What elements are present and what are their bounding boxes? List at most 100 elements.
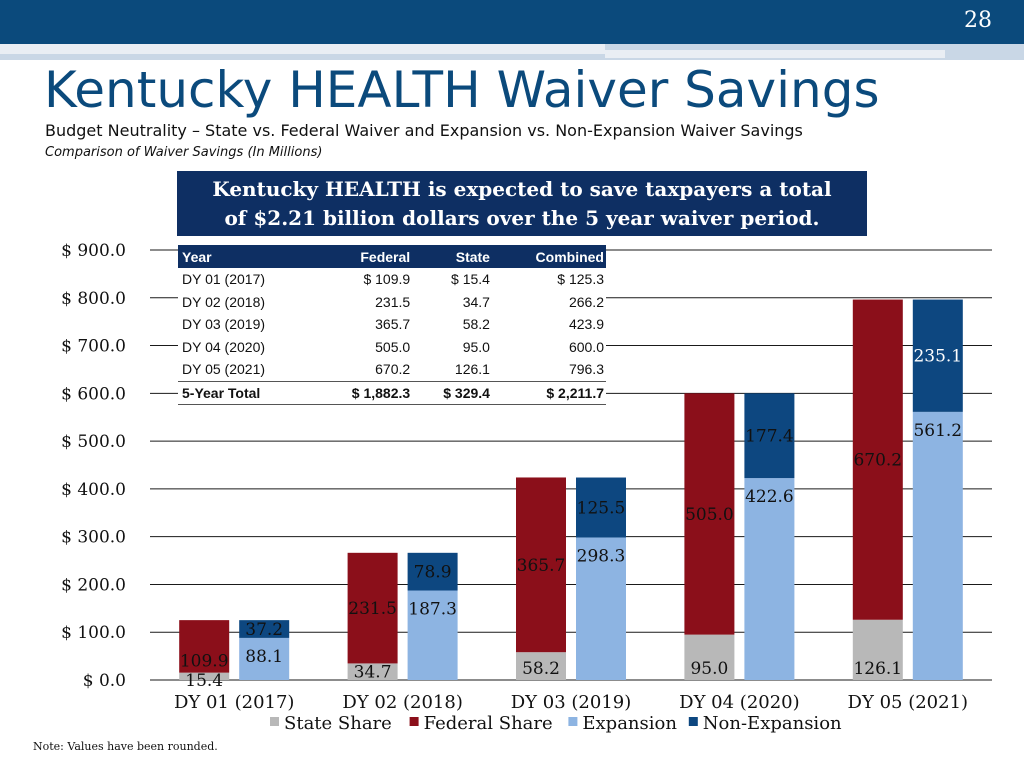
savings-callout: Kentucky HEALTH is expected to save taxp… — [177, 171, 867, 236]
table-cell: 5-Year Total — [178, 380, 314, 405]
bar-non-expansion — [239, 620, 290, 638]
table-cell: 95.0 — [462, 338, 490, 355]
table-cell: $ 15.4 — [451, 271, 490, 288]
data-label-non-expansion: 177.4 — [745, 427, 794, 447]
legend-label: Non-Expansion — [703, 713, 842, 734]
bar-state-share — [347, 663, 398, 680]
bar-federal-share — [347, 552, 398, 664]
table-cell: 505.0 — [375, 338, 411, 355]
table-header-year: Year — [178, 245, 314, 268]
y-tick-label: $ 700.0 — [61, 337, 126, 357]
bar-non-expansion — [744, 393, 795, 479]
x-category-label: DY 04 (2020) — [679, 692, 800, 713]
page-number: 28 — [964, 8, 992, 33]
data-label-non-expansion: 125.5 — [577, 498, 626, 518]
table-cell: DY 05 (2021) — [182, 361, 266, 378]
x-category-label: DY 02 (2018) — [342, 692, 463, 713]
data-label-federal: 505.0 — [685, 505, 734, 525]
y-tick-label: $ 500.0 — [61, 432, 126, 452]
data-label-state: 15.4 — [185, 671, 223, 691]
y-tick-label: $ 400.0 — [61, 480, 126, 500]
data-label-expansion: 298.3 — [577, 546, 626, 566]
table-total-row: 5-Year Total $ 1,882.3 $ 329.4 $ 2,211.7 — [178, 380, 606, 405]
y-tick-label: $ 200.0 — [61, 575, 126, 595]
data-label-non-expansion: 78.9 — [414, 563, 452, 583]
bar-state-share — [516, 652, 566, 680]
bar-state-share — [684, 634, 735, 680]
callout-line-2: of $2.21 billion dollars over the 5 year… — [224, 206, 820, 230]
data-label-expansion: 422.6 — [745, 487, 794, 507]
bar-federal-share — [516, 477, 566, 653]
table-cell: DY 03 (2019) — [182, 316, 266, 333]
y-tick-label: $ 900.0 — [61, 241, 126, 261]
y-tick-label: $ 0.0 — [83, 671, 126, 691]
legend-label: Federal Share — [424, 713, 553, 734]
bar-expansion — [912, 411, 963, 680]
data-label-expansion: 88.1 — [245, 647, 283, 667]
x-category-label: DY 05 (2021) — [848, 692, 969, 713]
y-tick-label: $ 300.0 — [61, 528, 126, 548]
table-cell: DY 01 (2017) — [182, 271, 266, 288]
bar-expansion — [576, 537, 626, 680]
bar-non-expansion — [912, 299, 963, 412]
table-row: DY 05 (2021) 670.2 126.1 796.3 — [178, 358, 606, 381]
table-cell: 796.3 — [568, 361, 604, 378]
legend-label: Expansion — [582, 713, 677, 734]
table-row: DY 01 (2017) $ 109.9 $ 15.4 $ 125.3 — [178, 268, 606, 291]
bar-expansion — [744, 478, 795, 680]
legend-swatch — [688, 717, 698, 726]
savings-table: Year Federal State Combined DY 01 (2017)… — [178, 245, 606, 405]
table-cell: 423.9 — [568, 316, 604, 333]
data-label-state: 34.7 — [354, 662, 392, 682]
bar-state-share — [852, 619, 903, 680]
data-label-federal: 231.5 — [348, 599, 397, 619]
data-label-state: 95.0 — [690, 659, 728, 679]
bar-expansion — [239, 637, 290, 680]
table-cell: DY 02 (2018) — [182, 293, 266, 310]
table-cell: 600.0 — [568, 338, 604, 355]
page-subtitle: Budget Neutrality – State vs. Federal Wa… — [45, 121, 803, 140]
table-cell: $ 329.4 — [412, 380, 492, 405]
table-cell: 34.7 — [462, 293, 490, 310]
bar-non-expansion — [576, 477, 626, 538]
table-cell: 266.2 — [568, 293, 604, 310]
legend-label: State Share — [284, 713, 392, 734]
data-label-federal: 109.9 — [180, 651, 229, 671]
y-tick-label: $ 100.0 — [61, 623, 126, 643]
table-cell: 231.5 — [375, 293, 411, 310]
table-cell: DY 04 (2020) — [182, 338, 266, 355]
data-label-state: 126.1 — [853, 659, 902, 679]
legend-swatch — [409, 717, 419, 726]
data-label-state: 58.2 — [522, 659, 560, 679]
data-label-federal: 365.7 — [517, 556, 566, 576]
data-label-non-expansion: 37.2 — [245, 620, 283, 640]
x-category-label: DY 03 (2019) — [511, 692, 632, 713]
x-category-label: DY 01 (2017) — [174, 692, 295, 713]
table-cell: 365.7 — [375, 316, 411, 333]
data-label-federal: 670.2 — [853, 451, 902, 471]
data-label-expansion: 561.2 — [913, 421, 962, 441]
bar-expansion — [407, 590, 458, 680]
page-title: Kentucky HEALTH Waiver Savings — [44, 61, 880, 119]
table-header-row: Year Federal State Combined — [178, 245, 606, 268]
bar-federal-share — [852, 299, 903, 620]
header-stripe-light-2 — [605, 50, 945, 58]
table-header-state: State — [412, 245, 492, 268]
table-row: DY 04 (2020) 505.0 95.0 600.0 — [178, 336, 606, 359]
y-tick-label: $ 800.0 — [61, 289, 126, 309]
table-row: DY 03 (2019) 365.7 58.2 423.9 — [178, 313, 606, 336]
callout-line-1: Kentucky HEALTH is expected to save taxp… — [212, 177, 832, 201]
table-cell: $ 109.9 — [363, 271, 411, 288]
table-row: DY 02 (2018) 231.5 34.7 266.2 — [178, 291, 606, 314]
table-cell: 58.2 — [462, 316, 490, 333]
bar-state-share — [179, 672, 230, 680]
legend-swatch — [568, 717, 578, 726]
bar-federal-share — [684, 393, 735, 635]
table-cell: $ 2,211.7 — [491, 380, 606, 405]
table-header-combined: Combined — [491, 245, 606, 268]
table-cell: $ 125.3 — [557, 271, 604, 288]
legend-swatch — [270, 717, 279, 726]
table-header-federal: Federal — [314, 245, 413, 268]
rounding-note: Note: Values have been rounded. — [33, 740, 218, 753]
bar-federal-share — [179, 620, 230, 673]
